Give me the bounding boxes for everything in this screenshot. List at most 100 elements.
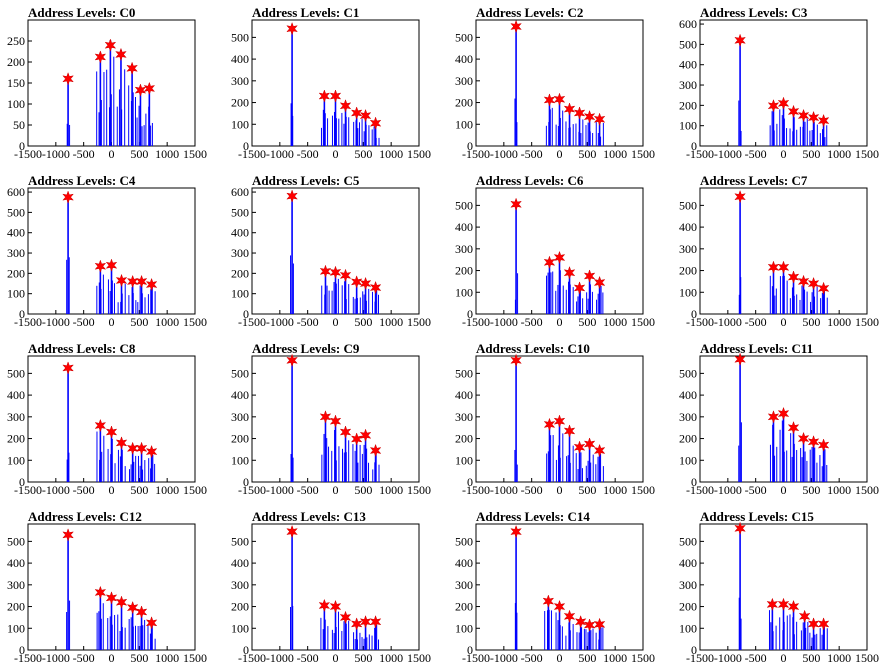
peak-marker bbox=[318, 89, 331, 103]
peak-marker bbox=[286, 353, 298, 368]
peak-marker bbox=[126, 61, 138, 76]
peak-marker bbox=[350, 617, 363, 631]
y-tick-label: 0 bbox=[243, 475, 249, 489]
peak-marker bbox=[350, 432, 363, 446]
peak-marker bbox=[510, 197, 522, 212]
x-tick-label: 1000 bbox=[155, 147, 179, 161]
x-tick-label: 0 bbox=[333, 651, 339, 665]
x-tick-label: 500 bbox=[130, 147, 148, 161]
peak-marker bbox=[767, 410, 780, 424]
y-tick-label: 400 bbox=[679, 220, 697, 234]
x-tick-label: -1000 bbox=[266, 651, 294, 665]
x-tick-label: -500 bbox=[521, 483, 543, 497]
y-tick-label: 0 bbox=[691, 475, 697, 489]
y-tick-label: 400 bbox=[231, 556, 249, 570]
y-tick-label: 500 bbox=[679, 534, 697, 548]
chart-panel-11: Address Levels: C11 0 100 200 300 400 500 -1500… bbox=[679, 341, 879, 497]
x-tick-label: 1000 bbox=[603, 315, 627, 329]
peak-marker bbox=[510, 353, 522, 368]
x-tick-label: 1500 bbox=[183, 315, 207, 329]
peak-marker bbox=[339, 99, 352, 113]
x-tick-label: 1000 bbox=[827, 315, 851, 329]
x-tick-label: 1000 bbox=[379, 651, 403, 665]
y-tick-label: 0 bbox=[243, 307, 249, 321]
peak-marker bbox=[319, 264, 332, 279]
y-tick-label: 100 bbox=[7, 97, 25, 111]
x-tick-label: -1000 bbox=[714, 147, 742, 161]
x-tick-label: -500 bbox=[73, 147, 95, 161]
peak-marker bbox=[359, 108, 372, 123]
x-tick-label: 500 bbox=[354, 147, 372, 161]
peak-marker bbox=[359, 428, 372, 443]
peak-marker bbox=[553, 250, 566, 265]
peak-marker bbox=[563, 609, 576, 624]
peak-marker bbox=[553, 599, 566, 614]
x-tick-label: -500 bbox=[73, 315, 95, 329]
chart-title: Address Levels: C1 bbox=[252, 5, 359, 20]
y-tick-label: 500 bbox=[7, 366, 25, 380]
y-tick-label: 500 bbox=[7, 205, 25, 219]
y-tick-label: 400 bbox=[231, 52, 249, 66]
y-tick-label: 200 bbox=[231, 432, 249, 446]
peak-marker bbox=[553, 92, 566, 107]
x-tick-label: -1500 bbox=[14, 315, 42, 329]
y-tick-label: 300 bbox=[455, 74, 473, 88]
x-tick-label: -1500 bbox=[686, 147, 714, 161]
y-tick-label: 200 bbox=[455, 600, 473, 614]
chart-panel-6: Address Levels: C60100200300400500-1500-… bbox=[455, 173, 655, 329]
y-tick-label: 0 bbox=[243, 643, 249, 657]
peak-marker bbox=[787, 104, 800, 119]
peak-marker bbox=[115, 595, 128, 609]
chart-panel-10: Address Levels: C10 0 100 200 300 400 500 -1500… bbox=[455, 341, 655, 497]
x-tick-label: 500 bbox=[578, 483, 596, 497]
peak-marker bbox=[319, 410, 332, 424]
peak-marker bbox=[593, 112, 606, 127]
x-tick-label: 500 bbox=[578, 147, 596, 161]
peak-marker bbox=[734, 521, 746, 536]
y-tick-label: 0 bbox=[691, 139, 697, 153]
x-tick-label: 1500 bbox=[183, 147, 207, 161]
y-tick-label: 400 bbox=[7, 388, 25, 402]
y-tick-label: 500 bbox=[231, 30, 249, 44]
x-tick-label: -1500 bbox=[238, 651, 266, 665]
y-tick-label: 500 bbox=[455, 198, 473, 212]
y-tick-label: 200 bbox=[7, 600, 25, 614]
y-tick-label: 200 bbox=[455, 264, 473, 278]
y-tick-label: 500 bbox=[455, 366, 473, 380]
x-tick-label: 1000 bbox=[155, 315, 179, 329]
y-tick-label: 300 bbox=[455, 410, 473, 424]
y-tick-label: 200 bbox=[231, 266, 249, 280]
chart-panel-3: Address Levels: C3 0 100 200 300 400 500 600 -15… bbox=[679, 5, 879, 161]
y-tick-label: 150 bbox=[7, 76, 25, 90]
x-tick-label: 0 bbox=[109, 651, 115, 665]
y-tick-label: 500 bbox=[679, 366, 697, 380]
peak-marker bbox=[777, 597, 790, 612]
x-tick-label: 0 bbox=[557, 651, 563, 665]
peak-marker bbox=[817, 438, 830, 452]
x-tick-label: 0 bbox=[109, 147, 115, 161]
x-tick-label: 1000 bbox=[603, 651, 627, 665]
chart-panel-7: Address Levels: C70100200300400500-1500-… bbox=[679, 173, 879, 329]
peak-marker bbox=[369, 116, 382, 130]
x-tick-label: -1500 bbox=[238, 147, 266, 161]
x-tick-label: 500 bbox=[802, 147, 820, 161]
x-tick-label: -1500 bbox=[238, 315, 266, 329]
y-tick-label: 300 bbox=[7, 246, 25, 260]
y-tick-label: 400 bbox=[455, 556, 473, 570]
peak-marker bbox=[369, 614, 382, 629]
y-tick-label: 100 bbox=[679, 285, 697, 299]
x-tick-label: -1000 bbox=[42, 651, 70, 665]
x-tick-label: 1000 bbox=[155, 651, 179, 665]
x-tick-label: 500 bbox=[354, 483, 372, 497]
chart-title: Address Levels: C10 bbox=[476, 341, 590, 356]
x-tick-label: -1000 bbox=[266, 315, 294, 329]
y-tick-label: 600 bbox=[231, 185, 249, 199]
y-tick-label: 400 bbox=[7, 556, 25, 570]
x-tick-label: 1500 bbox=[631, 483, 655, 497]
x-tick-label: 1000 bbox=[827, 651, 851, 665]
y-tick-label: 100 bbox=[7, 287, 25, 301]
peak-marker bbox=[573, 440, 586, 455]
peak-marker bbox=[135, 274, 148, 289]
y-tick-label: 300 bbox=[679, 578, 697, 592]
x-tick-label: -1500 bbox=[686, 483, 714, 497]
